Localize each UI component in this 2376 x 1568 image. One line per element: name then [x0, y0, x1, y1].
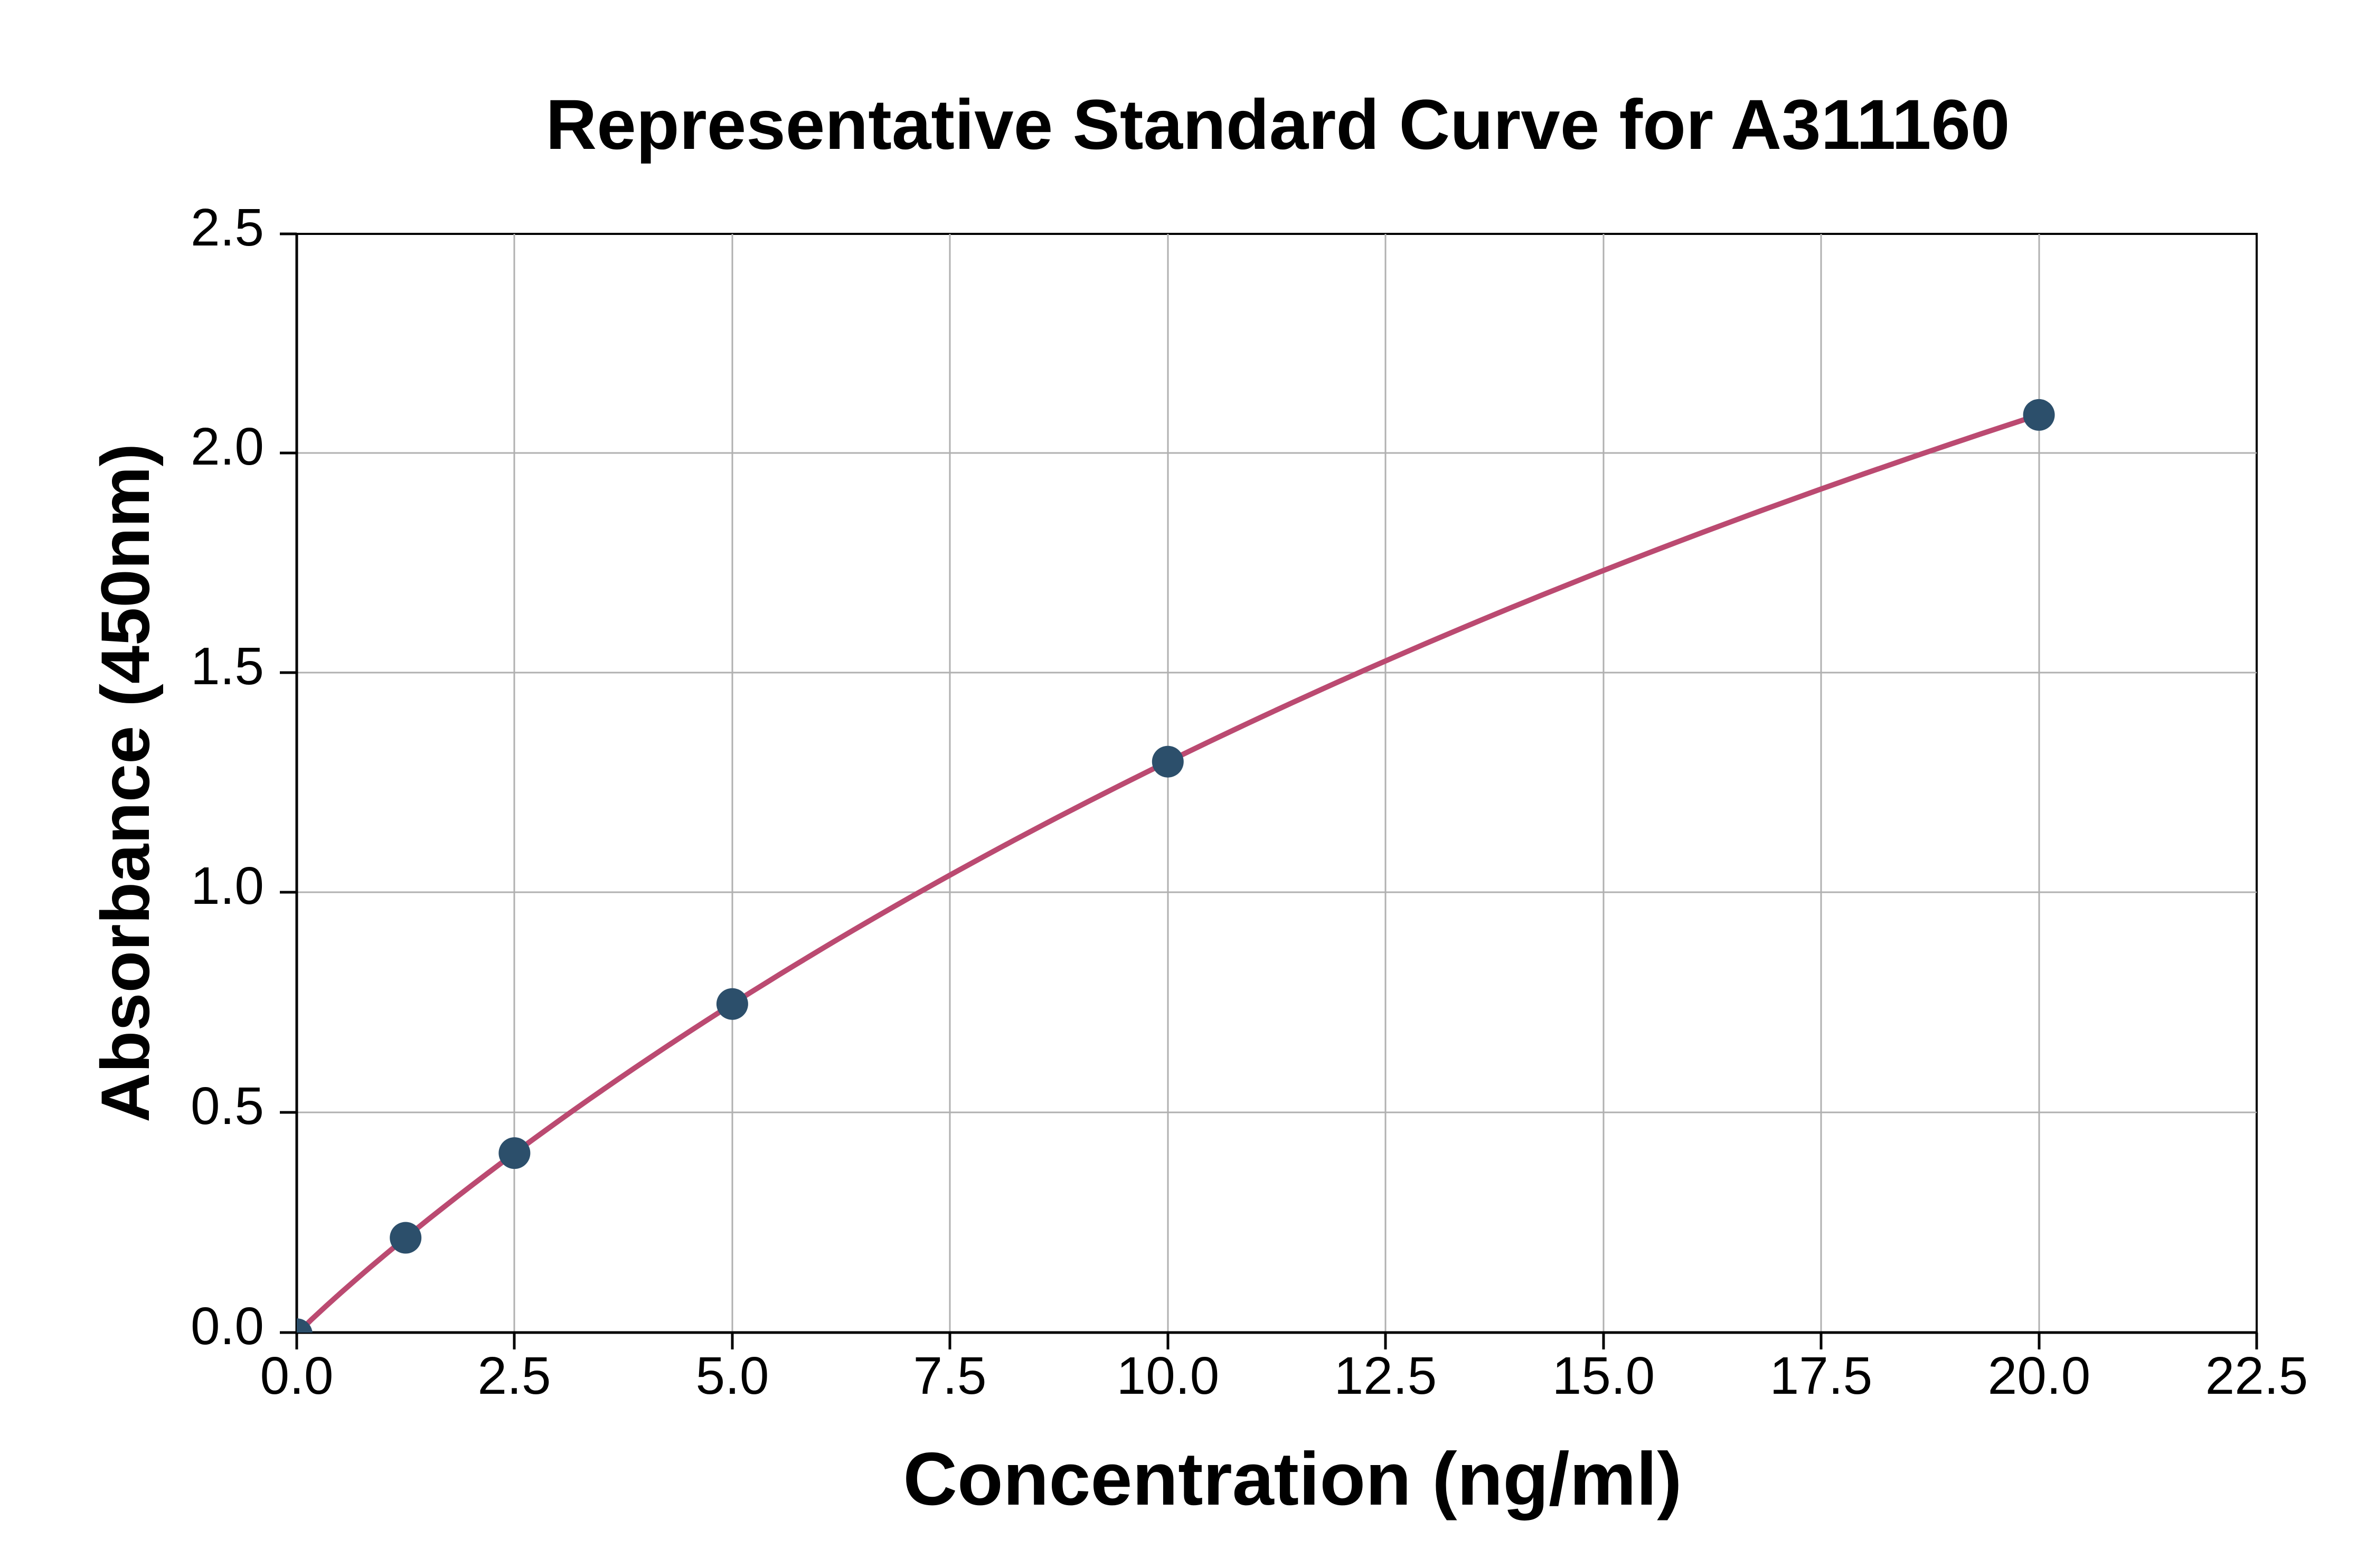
svg-text:15.0: 15.0: [1552, 1346, 1655, 1405]
svg-text:20.0: 20.0: [1988, 1346, 2091, 1405]
svg-text:Concentration (ng/ml): Concentration (ng/ml): [903, 1437, 1682, 1521]
svg-text:0.0: 0.0: [260, 1346, 333, 1405]
svg-text:2.5: 2.5: [477, 1346, 551, 1405]
svg-text:10.0: 10.0: [1117, 1346, 1220, 1405]
svg-text:0.5: 0.5: [191, 1076, 264, 1136]
svg-text:12.5: 12.5: [1334, 1346, 1437, 1405]
svg-text:1.0: 1.0: [191, 856, 264, 915]
svg-text:1.5: 1.5: [191, 637, 264, 696]
svg-text:2.0: 2.0: [191, 417, 264, 476]
svg-text:7.5: 7.5: [913, 1346, 986, 1405]
svg-text:17.5: 17.5: [1770, 1346, 1873, 1405]
svg-text:Absorbance (450nm): Absorbance (450nm): [87, 443, 164, 1122]
svg-text:22.5: 22.5: [2205, 1346, 2308, 1405]
svg-text:2.5: 2.5: [191, 198, 264, 257]
svg-text:Representative Standard Curve: Representative Standard Curve for A31116…: [545, 86, 2010, 164]
svg-text:0.0: 0.0: [191, 1297, 264, 1356]
svg-text:5.0: 5.0: [695, 1346, 769, 1405]
